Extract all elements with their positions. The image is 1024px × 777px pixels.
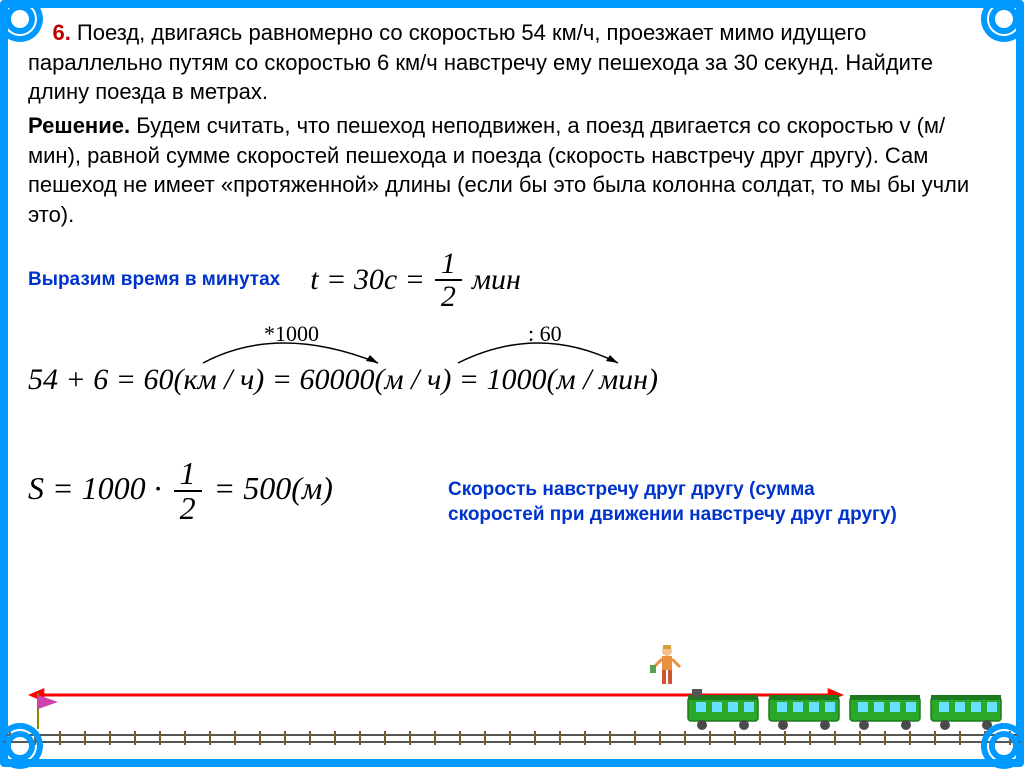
conv-label-1: *1000 — [264, 321, 319, 347]
train-car — [767, 689, 842, 731]
time-fraction: 1 2 — [435, 248, 462, 313]
final-right: = 500(м) — [214, 470, 333, 506]
conversion-equation: 54 + 6 = 60(км / ч) = 60000(м / ч) = 100… — [28, 363, 658, 397]
caption-line1: Скорость навстречу друг другу (сумма — [448, 479, 815, 500]
train-icon — [686, 689, 1004, 731]
time-equation: t = 30c = 1 2 мин — [310, 248, 521, 313]
final-left: S = 1000 · — [28, 470, 162, 506]
problem-text: Поезд, двигаясь равномерно со скоростью … — [28, 20, 933, 104]
time-eq-left: t = 30c = — [310, 263, 425, 297]
corner-swirl-tr — [979, 0, 1024, 45]
pedestrian-icon — [650, 643, 684, 689]
slide-content: 6. Поезд, двигаясь равномерно со скорост… — [28, 18, 996, 749]
time-frac-num: 1 — [435, 248, 462, 282]
conversion-arcs — [28, 319, 728, 367]
problem-number: 6. — [52, 20, 70, 45]
solution-body: Будем считать, что пешеход неподвижен, а… — [28, 113, 969, 227]
corner-swirl-br — [979, 722, 1024, 772]
train-track — [0, 731, 1024, 745]
final-frac-num: 1 — [174, 457, 202, 493]
corner-swirl-bl — [0, 722, 45, 772]
time-frac-den: 2 — [435, 281, 462, 313]
train-car — [848, 689, 923, 731]
corner-swirl-tl — [0, 0, 45, 45]
time-expression-row: Выразим время в минутах t = 30c = 1 2 ми… — [28, 248, 996, 313]
time-label: Выразим время в минутах — [28, 269, 280, 291]
speed-conversion-row: *1000 : 60 54 + 6 = 60(км / ч) = 60000(м… — [28, 363, 996, 397]
problem-statement: 6. Поезд, двигаясь равномерно со скорост… — [28, 18, 996, 107]
conv-label-2: : 60 — [528, 321, 562, 347]
solution-title: Решение. — [28, 113, 130, 138]
final-fraction: 1 2 — [174, 457, 202, 526]
caption-line2: скоростей при движении навстречу друг др… — [448, 504, 897, 525]
final-frac-den: 2 — [174, 492, 202, 526]
sum-speed-caption: Скорость навстречу друг другу (сумма ско… — [448, 478, 938, 527]
train-locomotive — [686, 689, 761, 731]
solution-paragraph: Решение. Будем считать, что пешеход непо… — [28, 111, 996, 230]
time-unit: мин — [472, 263, 521, 297]
